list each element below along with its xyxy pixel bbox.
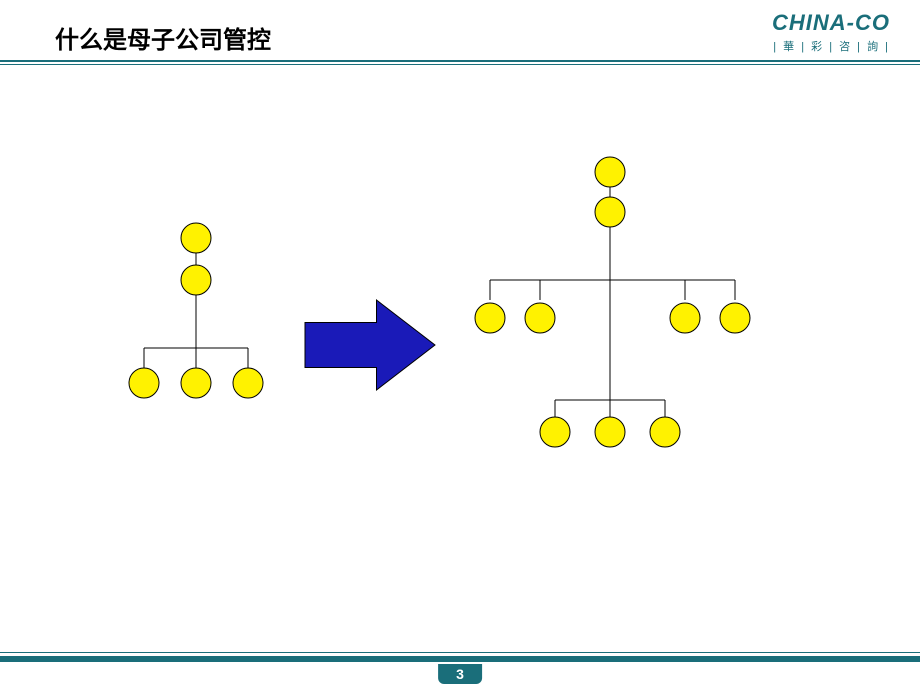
header-divider (0, 60, 920, 62)
slide-title: 什么是母子公司管控 (55, 20, 271, 55)
footer-bar: 3 (0, 662, 920, 690)
logo-main: CHINA-CO (772, 10, 890, 36)
logo-subtitle: | 華 | 彩 | 咨 | 詢 | (772, 38, 890, 54)
page-number: 3 (438, 664, 482, 684)
diagram-area (0, 80, 920, 640)
org-diagram-svg (0, 80, 920, 640)
slide: 什么是母子公司管控 CHINA-CO | 華 | 彩 | 咨 | 詢 | 3 (0, 0, 920, 690)
logo-block: CHINA-CO | 華 | 彩 | 咨 | 詢 | (772, 10, 890, 54)
